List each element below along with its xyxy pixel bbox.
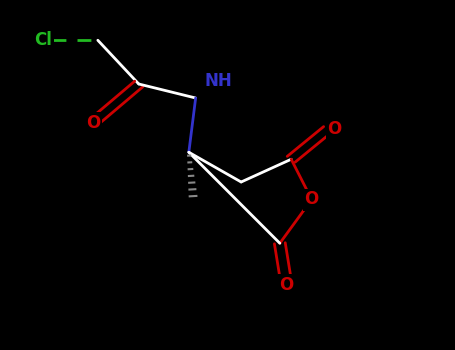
Text: O: O — [86, 113, 101, 132]
Text: O: O — [328, 120, 342, 139]
Text: O: O — [304, 190, 319, 209]
Text: Cl: Cl — [35, 31, 52, 49]
Text: NH: NH — [205, 71, 233, 90]
Text: O: O — [279, 276, 294, 294]
